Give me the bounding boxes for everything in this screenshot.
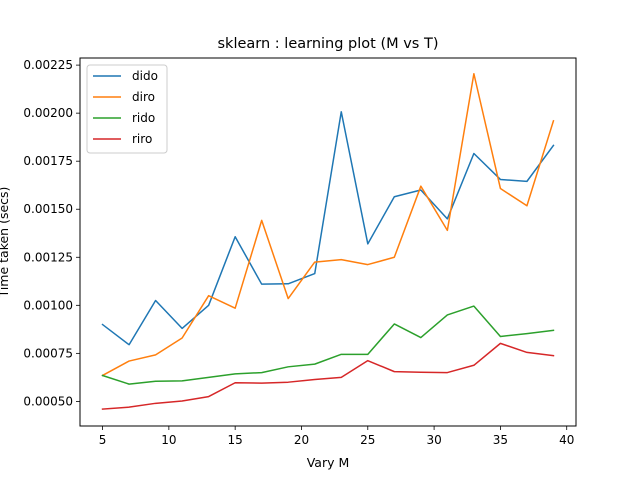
series-layer: [101, 73, 555, 410]
y-tick-label: 0.00125: [23, 250, 73, 264]
y-tick-label: 0.00100: [23, 298, 73, 312]
y-tick-label: 0.00200: [23, 106, 73, 120]
series-line-dido: [101, 111, 555, 346]
y-tick-label: 0.00175: [23, 154, 73, 168]
y-tick-label: 0.00050: [23, 394, 73, 408]
x-tick-label: 25: [360, 433, 375, 447]
y-tick-label: 0.00075: [23, 346, 73, 360]
x-axis-label: Vary M: [307, 455, 350, 470]
x-tick-label: 20: [294, 433, 309, 447]
x-tick-label: 35: [493, 433, 508, 447]
series-line-rido: [101, 305, 555, 385]
legend-label-riro: riro: [132, 132, 152, 146]
x-tick-label: 30: [426, 433, 441, 447]
x-tick-label: 15: [228, 433, 243, 447]
chart-title: sklearn : learning plot (M vs T): [218, 36, 439, 52]
legend-label-dido: dido: [132, 69, 158, 83]
x-axis-ticks: 5 10 15 20 25 30 35 40: [99, 426, 574, 447]
legend-label-rido: rido: [132, 111, 155, 125]
x-tick-label: 40: [559, 433, 574, 447]
x-tick-label: 10: [161, 433, 176, 447]
y-tick-label: 0.00225: [23, 58, 73, 72]
legend-box: [86, 64, 168, 154]
y-tick-label: 0.00150: [23, 202, 73, 216]
legend: dido diro rido riro: [86, 64, 168, 154]
legend-label-diro: diro: [132, 90, 155, 104]
plot-frame: [79, 57, 577, 427]
series-line-diro: [101, 73, 555, 377]
series-line-riro: [101, 342, 555, 410]
y-axis-ticks: 0.00050 0.00075 0.00100 0.00125 0.00150 0.001…: [23, 58, 80, 408]
y-axis-label: Time taken (secs): [0, 187, 11, 299]
x-tick-label: 5: [99, 433, 107, 447]
